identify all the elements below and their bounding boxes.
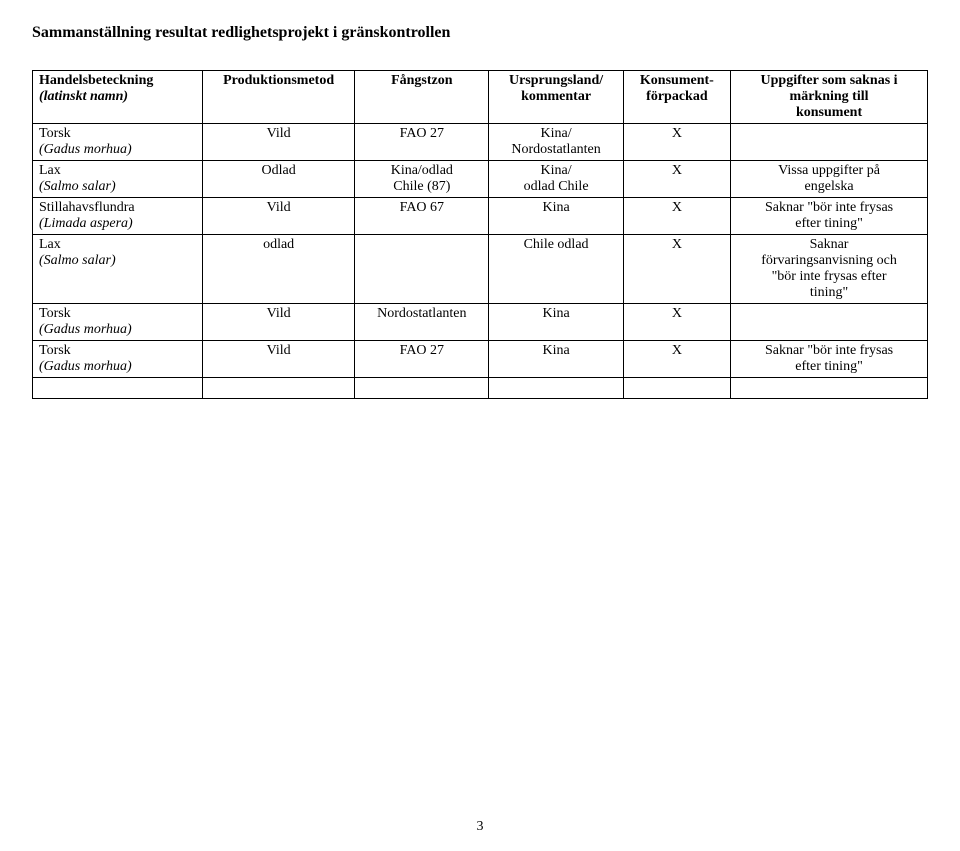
missing-line: "bör inte frysas efter [772,269,887,284]
table-row-empty [33,378,928,399]
origin-line: odlad Chile [524,179,589,194]
header-text: Konsument- [640,73,714,88]
latin-name: (Salmo salar) [39,179,116,194]
header-subtext: märkning till [790,89,869,104]
cell-pack: X [623,124,730,161]
species-name: Torsk [39,126,71,141]
empty-cell [203,378,355,399]
header-text: Fångstzon [391,73,452,88]
cell-origin: Kina/ Nordostatlanten [489,124,623,161]
cell-missing [731,124,928,161]
results-table: Handelsbeteckning (latinskt namn) Produk… [32,70,928,399]
cell-origin: Kina [489,198,623,235]
col-fangstzon: Fångstzon [355,71,489,124]
missing-line: tining" [810,285,848,300]
cell-zone: FAO 27 [355,124,489,161]
cell-method: odlad [203,235,355,304]
cell-name: Torsk (Gadus morhua) [33,341,203,378]
empty-cell [33,378,203,399]
cell-zone: FAO 27 [355,341,489,378]
table-header-row: Handelsbeteckning (latinskt namn) Produk… [33,71,928,124]
cell-pack: X [623,161,730,198]
header-subtext: kommentar [521,89,591,104]
latin-name: (Limada aspera) [39,216,133,231]
cell-zone: FAO 67 [355,198,489,235]
cell-missing: Saknar "bör inte frysas efter tining" [731,198,928,235]
cell-pack: X [623,341,730,378]
col-uppgifter: Uppgifter som saknas i märkning till kon… [731,71,928,124]
cell-missing: Vissa uppgifter på engelska [731,161,928,198]
missing-line: Saknar "bör inte frysas [765,343,893,358]
origin-line: Nordostatlanten [511,142,600,157]
header-subtext: förpackad [646,89,707,104]
zone-line: Chile (87) [393,179,450,194]
cell-name: Stillahavsflundra (Limada aspera) [33,198,203,235]
col-handelsbeteckning: Handelsbeteckning (latinskt namn) [33,71,203,124]
table-row: Lax (Salmo salar) Odlad Kina/odlad Chile… [33,161,928,198]
cell-origin: Kina [489,304,623,341]
empty-cell [623,378,730,399]
latin-name: (Gadus morhua) [39,359,132,374]
cell-zone: Nordostatlanten [355,304,489,341]
missing-line: engelska [805,179,854,194]
empty-cell [731,378,928,399]
header-text: Produktionsmetod [223,73,334,88]
missing-line: förvaringsanvisning och [761,253,897,268]
col-produktionsmetod: Produktionsmetod [203,71,355,124]
cell-origin: Chile odlad [489,235,623,304]
cell-origin: Kina/ odlad Chile [489,161,623,198]
cell-method: Vild [203,198,355,235]
col-ursprungsland: Ursprungsland/ kommentar [489,71,623,124]
cell-name: Torsk (Gadus morhua) [33,304,203,341]
cell-missing: Saknar "bör inte frysas efter tining" [731,341,928,378]
header-text: Uppgifter som saknas i [761,73,898,88]
missing-line: Saknar "bör inte frysas [765,200,893,215]
missing-line: efter tining" [795,216,863,231]
header-subtext: (latinskt namn) [39,89,128,104]
cell-origin: Kina [489,341,623,378]
species-name: Lax [39,163,61,178]
latin-name: (Salmo salar) [39,253,116,268]
cell-method: Vild [203,304,355,341]
origin-line: Kina/ [541,163,572,178]
header-text: Handelsbeteckning [39,73,153,88]
cell-missing: Saknar förvaringsanvisning och "bör inte… [731,235,928,304]
species-name: Torsk [39,306,71,321]
table-row: Torsk (Gadus morhua) Vild FAO 27 Kina/ N… [33,124,928,161]
header-subtext: konsument [796,105,862,120]
page-title: Sammanställning resultat redlighetsproje… [32,24,928,42]
table-row: Torsk (Gadus morhua) Vild FAO 27 Kina X … [33,341,928,378]
cell-method: Vild [203,124,355,161]
cell-name: Torsk (Gadus morhua) [33,124,203,161]
page-number: 3 [0,819,960,835]
zone-line: Kina/odlad [391,163,453,178]
cell-missing [731,304,928,341]
missing-line: efter tining" [795,359,863,374]
species-name: Lax [39,237,61,252]
header-text: Ursprungsland/ [509,73,603,88]
empty-cell [489,378,623,399]
latin-name: (Gadus morhua) [39,142,132,157]
cell-zone [355,235,489,304]
col-konsument: Konsument- förpackad [623,71,730,124]
cell-pack: X [623,198,730,235]
cell-zone: Kina/odlad Chile (87) [355,161,489,198]
cell-method: Vild [203,341,355,378]
species-name: Stillahavsflundra [39,200,135,215]
cell-pack: X [623,304,730,341]
cell-method: Odlad [203,161,355,198]
table-row: Torsk (Gadus morhua) Vild Nordostatlante… [33,304,928,341]
empty-cell [355,378,489,399]
cell-name: Lax (Salmo salar) [33,161,203,198]
cell-pack: X [623,235,730,304]
table-row: Stillahavsflundra (Limada aspera) Vild F… [33,198,928,235]
latin-name: (Gadus morhua) [39,322,132,337]
cell-name: Lax (Salmo salar) [33,235,203,304]
missing-line: Saknar [810,237,849,252]
missing-line: Vissa uppgifter på [778,163,880,178]
table-row: Lax (Salmo salar) odlad Chile odlad X Sa… [33,235,928,304]
species-name: Torsk [39,343,71,358]
origin-line: Kina/ [541,126,572,141]
